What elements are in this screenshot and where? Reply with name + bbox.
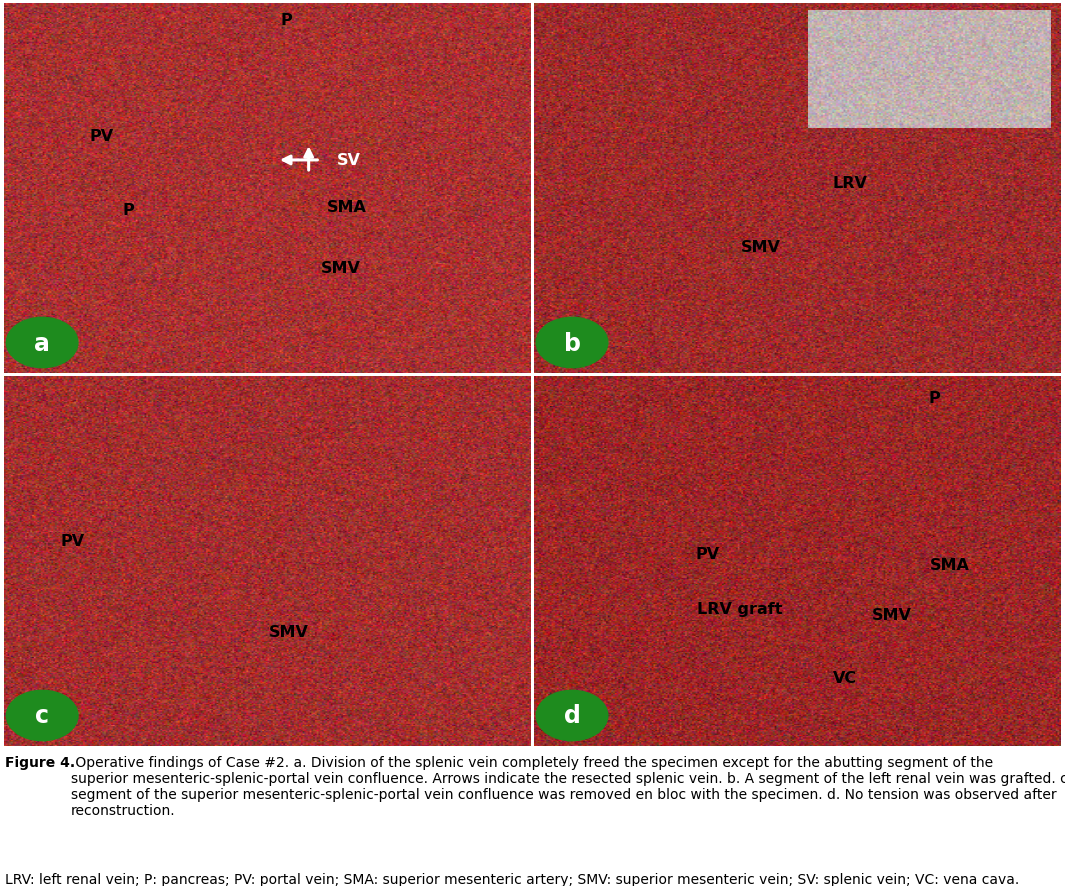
Circle shape [6,318,78,369]
Text: SMA: SMA [930,557,970,572]
Text: c: c [35,703,49,727]
Text: SMV: SMV [322,260,361,276]
Text: PV: PV [89,129,114,144]
Text: a: a [34,331,50,355]
Text: Operative findings of Case #2. a. Division of the splenic vein completely freed : Operative findings of Case #2. a. Divisi… [70,755,1065,818]
Text: VC: VC [833,670,857,685]
Text: SMV: SMV [872,607,912,622]
Text: PV: PV [61,533,85,548]
Text: LRV: left renal vein; P: pancreas; PV: portal vein; SMA: superior mesenteric art: LRV: left renal vein; P: pancreas; PV: p… [5,872,1019,886]
Circle shape [536,690,608,741]
Text: P: P [280,12,292,27]
Text: LRV graft: LRV graft [861,75,946,90]
Text: SV: SV [338,153,361,168]
Text: d: d [563,703,580,727]
Text: P: P [929,391,940,406]
Text: SMV: SMV [740,240,781,255]
Text: P: P [122,203,134,218]
Text: PV: PV [695,546,720,561]
Text: SMV: SMV [268,624,309,639]
Circle shape [6,690,78,741]
Text: LRV graft: LRV graft [697,602,782,617]
Text: b: b [563,331,580,355]
Text: Figure 4.: Figure 4. [5,755,76,769]
Text: SMA: SMA [327,200,366,215]
Text: LRV: LRV [833,175,868,190]
Circle shape [536,318,608,369]
